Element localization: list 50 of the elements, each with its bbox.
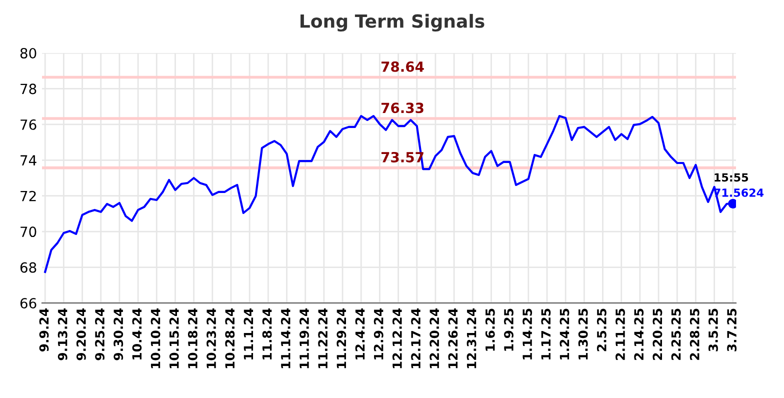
x-tick-label: 1.24.25 — [560, 308, 570, 360]
y-tick-label: 76 — [20, 119, 36, 130]
y-tick-label: 74 — [20, 155, 36, 166]
x-tick-label: 12.31.24 — [466, 308, 476, 368]
x-tick-label: 2.20.25 — [652, 308, 662, 360]
x-tick-label: 2.25.25 — [671, 308, 681, 360]
y-tick-label: 78 — [20, 84, 36, 94]
x-tick-label: 3.5.25 — [708, 308, 718, 352]
x-tick-label: 11.8.24 — [262, 308, 272, 360]
chart-title: Long Term Signals — [300, 14, 484, 32]
x-tick-label: 10.15.24 — [169, 308, 179, 368]
y-tick-label: 80 — [20, 48, 36, 58]
annotation: 15:55 — [714, 173, 748, 182]
x-tick-label: 2.28.25 — [690, 308, 700, 360]
x-tick-label: 11.14.24 — [280, 308, 290, 368]
x-tick-label: 2.14.25 — [634, 308, 644, 360]
x-tick-label: 1.9.25 — [504, 308, 514, 351]
x-tick-label: 2.5.25 — [596, 308, 606, 352]
ref-line-label: 76.33 — [381, 102, 424, 114]
y-tick-label: 70 — [20, 226, 36, 238]
x-tick-label: 1.6.25 — [485, 308, 495, 351]
x-tick-label: 11.22.24 — [318, 308, 328, 368]
x-tick-label: 9.25.24 — [95, 308, 104, 360]
x-tick-label: 12.12.24 — [392, 308, 402, 368]
x-tick-label: 10.4.24 — [132, 308, 142, 360]
x-tick-label: 10.28.24 — [225, 308, 235, 368]
x-tick-label: 9.30.24 — [114, 308, 124, 360]
x-tick-label: 9.13.24 — [58, 308, 68, 360]
x-tick-label: 12.26.24 — [448, 308, 458, 368]
x-tick-label: 2.11.25 — [616, 308, 625, 360]
x-tick-label: 12.20.24 — [430, 308, 440, 368]
x-tick-label: 11.19.24 — [300, 308, 309, 368]
x-tick-label: 10.10.24 — [150, 308, 160, 368]
x-tick-label: 9.20.24 — [76, 308, 86, 360]
x-tick-label: 10.23.24 — [206, 308, 216, 368]
x-tick-label: 9.9.24 — [39, 308, 49, 352]
y-tick-label: 72 — [20, 190, 36, 202]
x-tick-label: 3.7.25 — [727, 308, 737, 352]
x-tick-label: 11.29.24 — [336, 308, 346, 368]
ref-line-label: 78.64 — [381, 61, 424, 72]
y-tick-label: 68 — [20, 262, 36, 273]
x-tick-label: 1.30.25 — [578, 308, 588, 360]
x-tick-label: 12.9.24 — [374, 308, 384, 360]
x-tick-label: 11.1.24 — [244, 308, 254, 360]
x-tick-label: 1.17.25 — [541, 308, 551, 360]
x-tick-label: 12.4.24 — [355, 308, 365, 360]
x-tick-label: 12.17.24 — [411, 308, 420, 368]
x-tick-label: 1.14.25 — [522, 308, 532, 360]
y-tick-label: 66 — [20, 298, 36, 308]
x-tick-label: 10.18.24 — [188, 308, 198, 368]
